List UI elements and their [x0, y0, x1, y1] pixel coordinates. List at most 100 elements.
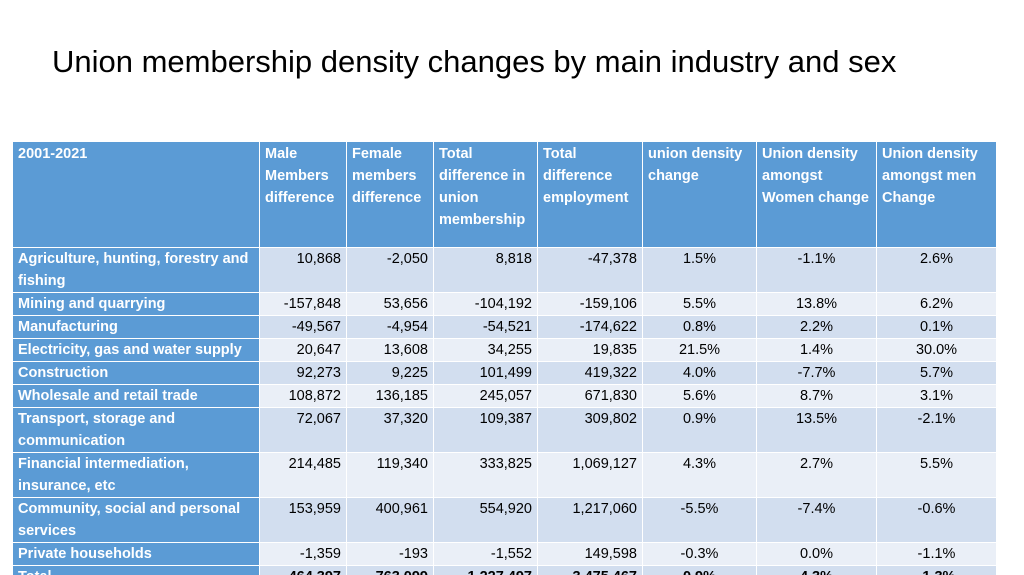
men-density-change-cell: 5.5%: [876, 452, 997, 498]
union-density-change-cell: 1.5%: [642, 247, 757, 293]
women-density-change-cell: 13.5%: [756, 407, 877, 453]
industry-name-cell: Agriculture, hunting, forestry and fishi…: [12, 247, 260, 293]
male-members-difference-cell: 72,067: [259, 407, 347, 453]
male-members-difference-cell: 108,872: [259, 384, 347, 408]
header-female-members-difference: Female members difference: [346, 141, 434, 248]
table-row: Construction 92,273 9,225 101,499 419,322 4.0…: [12, 361, 997, 385]
total-union-difference-cell: 109,387: [433, 407, 538, 453]
table-total-row: Total464,397763,0991,227,4973,475,4670.9…: [12, 565, 997, 575]
male-members-difference-cell: 153,959: [259, 497, 347, 543]
male-members-difference-cell: -1,359: [259, 542, 347, 566]
women-density-change-cell: 2.7%: [756, 452, 877, 498]
women-density-change-cell: 8.7%: [756, 384, 877, 408]
union-density-change-cell: 21.5%: [642, 338, 757, 362]
female-members-difference-cell: 400,961: [346, 497, 434, 543]
total-employment-difference-cell: 1,069,127: [537, 452, 643, 498]
table-row: Financial intermediation, insurance, etc…: [12, 452, 997, 498]
union-density-change-cell: -0.3%: [642, 542, 757, 566]
total-union-difference-cell: 34,255: [433, 338, 538, 362]
women-density-change-cell: 13.8%: [756, 292, 877, 316]
union-density-change-cell: 4.0%: [642, 361, 757, 385]
header-total-employment-difference: Total difference employment: [537, 141, 643, 248]
header-men-density-change: Union density amongst men Change: [876, 141, 997, 248]
total-union-difference-cell: 8,818: [433, 247, 538, 293]
women-density-change-cell: -7.7%: [756, 361, 877, 385]
women-density-change-cell: 2.2%: [756, 315, 877, 339]
total-union-difference-cell: 554,920: [433, 497, 538, 543]
male-members-difference-cell: -157,848: [259, 292, 347, 316]
men-density-change-cell: 5.7%: [876, 361, 997, 385]
union-density-change-cell: 5.6%: [642, 384, 757, 408]
women-density-change-cell: 0.0%: [756, 542, 877, 566]
total-employment-difference-cell: 149,598: [537, 542, 643, 566]
table-row: Manufacturing -49,567 -4,954 -54,521 -174,62…: [12, 315, 997, 339]
total-employment-difference-cell: 1,217,060: [537, 497, 643, 543]
male-members-difference-cell: 20,647: [259, 338, 347, 362]
header-period: 2001-2021: [12, 141, 260, 248]
men-density-change-cell: 2.6%: [876, 247, 997, 293]
union-density-change-cell: 0.8%: [642, 315, 757, 339]
total-employment-difference-cell: 19,835: [537, 338, 643, 362]
industry-name-cell: Mining and quarrying: [12, 292, 260, 316]
total-union-difference-cell: -54,521: [433, 315, 538, 339]
total-union-difference-cell: -104,192: [433, 292, 538, 316]
table-row: Transport, storage and communication 72,0…: [12, 407, 997, 453]
men-density-change-cell: 30.0%: [876, 338, 997, 362]
union-density-change-cell: -5.5%: [642, 497, 757, 543]
male-members-difference-cell: -49,567: [259, 315, 347, 339]
industry-name-cell: Construction: [12, 361, 260, 385]
industry-name-cell: Financial intermediation, insurance, etc: [12, 452, 260, 498]
female-members-difference-cell: 13,608: [346, 338, 434, 362]
table-row: Community, social and personal services 1…: [12, 497, 997, 543]
male-members-difference-cell: 92,273: [259, 361, 347, 385]
header-women-density-change: Union density amongst Women change: [756, 141, 877, 248]
table-row: Mining and quarrying -157,848 53,656 -104,1…: [12, 292, 997, 316]
men-density-change-cell: 6.2%: [876, 292, 997, 316]
total-union-difference-cell: 1,227,497: [433, 565, 538, 575]
female-members-difference-cell: 119,340: [346, 452, 434, 498]
total-employment-difference-cell: -174,622: [537, 315, 643, 339]
table-row: Private households -1,359 -193 -1,552 149,59…: [12, 542, 997, 566]
female-members-difference-cell: -4,954: [346, 315, 434, 339]
union-density-change-cell: 5.5%: [642, 292, 757, 316]
union-density-change-cell: 4.3%: [642, 452, 757, 498]
men-density-change-cell: -1.3%: [876, 565, 997, 575]
female-members-difference-cell: 53,656: [346, 292, 434, 316]
union-density-change-cell: 0.9%: [642, 407, 757, 453]
men-density-change-cell: 0.1%: [876, 315, 997, 339]
female-members-difference-cell: -2,050: [346, 247, 434, 293]
table-row: Electricity, gas and water supply 20,647 1…: [12, 338, 997, 362]
men-density-change-cell: -0.6%: [876, 497, 997, 543]
total-union-difference-cell: 333,825: [433, 452, 538, 498]
male-members-difference-cell: 10,868: [259, 247, 347, 293]
table-header-row: 2001-2021 Male Members difference Female…: [12, 141, 997, 248]
female-members-difference-cell: 37,320: [346, 407, 434, 453]
industry-name-cell: Private households: [12, 542, 260, 566]
industry-name-cell: Total: [12, 565, 260, 575]
table-row: Agriculture, hunting, forestry and fishi…: [12, 247, 997, 293]
union-density-change-cell: 0.9%: [642, 565, 757, 575]
header-total-union-membership-difference: Total difference in union membership: [433, 141, 538, 248]
header-union-density-change: union density change: [642, 141, 757, 248]
union-density-table: 2001-2021 Male Members difference Female…: [12, 141, 997, 575]
industry-name-cell: Transport, storage and communication: [12, 407, 260, 453]
header-male-members-difference: Male Members difference: [259, 141, 347, 248]
total-employment-difference-cell: 671,830: [537, 384, 643, 408]
total-employment-difference-cell: 3,475,467: [537, 565, 643, 575]
female-members-difference-cell: 763,099: [346, 565, 434, 575]
men-density-change-cell: 3.1%: [876, 384, 997, 408]
total-union-difference-cell: -1,552: [433, 542, 538, 566]
industry-name-cell: Manufacturing: [12, 315, 260, 339]
men-density-change-cell: -1.1%: [876, 542, 997, 566]
table-row: Wholesale and retail trade 108,872 136,185…: [12, 384, 997, 408]
slide-title: Union membership density changes by main…: [52, 44, 897, 79]
total-employment-difference-cell: 309,802: [537, 407, 643, 453]
female-members-difference-cell: 9,225: [346, 361, 434, 385]
male-members-difference-cell: 214,485: [259, 452, 347, 498]
women-density-change-cell: -7.4%: [756, 497, 877, 543]
women-density-change-cell: -1.1%: [756, 247, 877, 293]
male-members-difference-cell: 464,397: [259, 565, 347, 575]
total-union-difference-cell: 245,057: [433, 384, 538, 408]
total-employment-difference-cell: 419,322: [537, 361, 643, 385]
